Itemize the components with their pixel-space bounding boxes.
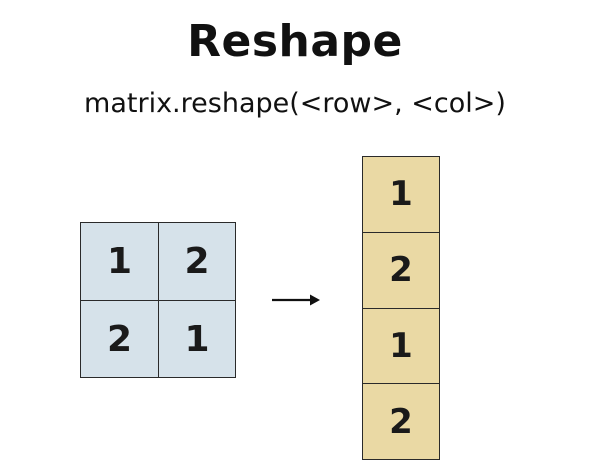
diagram-title: Reshape xyxy=(187,16,403,67)
result-cell-2: 2 xyxy=(363,231,439,308)
source-cell-r1-c1: 1 xyxy=(106,241,133,282)
source-cell-r1-c2: 2 xyxy=(158,223,235,300)
right-arrow-icon xyxy=(272,294,320,306)
source-matrix: 1 2 2 1 xyxy=(80,222,236,378)
diagram-subtitle: matrix.reshape(<row>, <col>) xyxy=(84,88,506,119)
result-matrix: 1 2 1 2 xyxy=(362,156,440,460)
source-cell-r2-c1: 2 xyxy=(81,300,158,377)
source-cell-r2-c2: 1 xyxy=(158,300,235,377)
result-cell-4: 2 xyxy=(363,383,439,459)
result-cell-1: 1 xyxy=(389,174,413,215)
result-cell-3: 1 xyxy=(363,307,439,384)
